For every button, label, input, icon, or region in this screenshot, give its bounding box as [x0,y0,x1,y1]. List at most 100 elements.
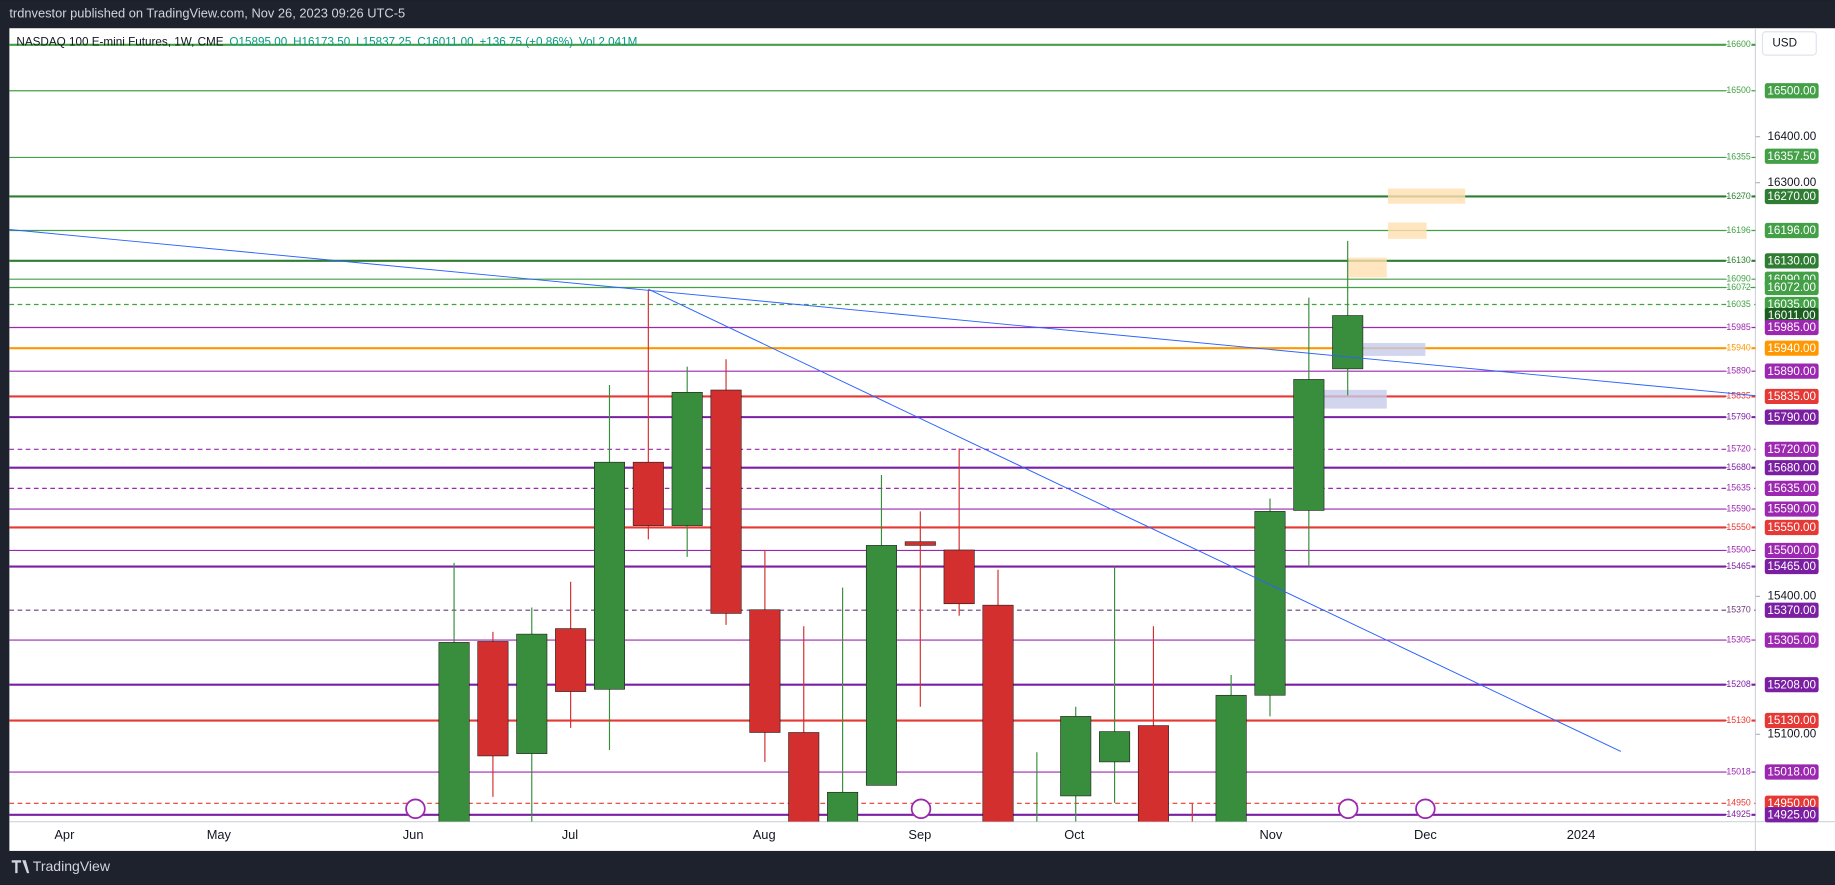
price-badge [1764,677,1819,693]
level-label: 15890 [1726,365,1751,375]
price-badge [1764,363,1819,379]
publisher: trdnvestor published on TradingView.com,… [9,6,405,21]
price-badge-label: 16011.00 [1768,309,1816,322]
price-badge [1764,460,1819,476]
candle-body [1137,725,1169,822]
price-badge-label: 15500.00 [1767,544,1816,557]
price-badge [1764,542,1819,559]
candle-body [943,549,975,605]
price-badge-label: 15018.00 [1767,766,1816,779]
price-badge [1764,712,1819,729]
price-badge-label: 15370.00 [1767,604,1816,617]
level-label: 15680 [1726,462,1751,472]
price-badge-label: 16130.00 [1767,255,1816,268]
price-badge [1764,188,1819,205]
candle-body [749,609,781,733]
level-label: 16196 [1726,225,1751,235]
level-label: 15305 [1726,634,1751,644]
chart-area [9,28,1835,851]
level-label: 15018 [1726,766,1751,776]
x-tick-label: Jun [403,827,424,842]
x-tick-label: Sep [908,827,931,842]
level-label: 15835 [1726,391,1751,401]
legend-volume: Vol 2.041M [579,35,637,48]
price-badge-label: 15720.00 [1767,443,1816,456]
price-badge [1764,519,1819,536]
zone [1348,257,1387,278]
price-badge-label: 15465.00 [1767,560,1816,573]
candles [438,240,1364,822]
level-label: 15590 [1726,503,1751,513]
level-label: 15720 [1726,444,1751,454]
legend-close: C16011.00 [417,35,474,48]
price-badge [1764,480,1819,496]
price-badge-label: 16072.00 [1767,281,1816,294]
level-label: 16600 [1726,39,1751,49]
candle-body [710,389,742,614]
price-badge-label: 15550.00 [1767,521,1816,534]
price-badge-label: 16196.00 [1767,224,1816,237]
x-tick-label: Nov [1259,827,1282,842]
price-badge-label: 15635.00 [1767,482,1816,495]
trendlines [9,229,1756,752]
x-tick-label: Jul [562,827,578,842]
currency-button[interactable] [1761,31,1817,56]
brand-logo [11,860,30,874]
y-tick-label: 15400.00 [1768,590,1817,603]
candle-body [1293,379,1325,511]
price-badge-label: 14925.00 [1767,808,1816,821]
candle-body [1215,694,1247,822]
event-icon[interactable] [1415,798,1436,820]
level-label: 15550 [1726,522,1751,532]
price-badge [1764,795,1819,811]
level-label: 16035 [1726,299,1751,309]
x-tick-label: Aug [753,827,776,842]
level-label: 16500 [1726,85,1751,95]
price-badge-label: 15890.00 [1767,365,1816,378]
price-badge [1764,279,1819,296]
price-badge [1764,319,1819,336]
zone [1387,188,1466,204]
price-badge [1764,83,1819,99]
event-icon[interactable] [1337,798,1359,820]
candle-body [1060,716,1092,797]
price-badge [1764,148,1819,164]
price-badge-label: 16270.00 [1767,190,1816,203]
candle-body [904,541,936,546]
price-badge [1764,222,1819,239]
price-badge-label: 15940.00 [1767,342,1816,355]
price-badge-label: 15985.00 [1767,321,1816,334]
x-tick-label: Oct [1064,827,1084,842]
x-tick-label: Dec [1414,827,1437,842]
event-icon[interactable] [405,798,426,820]
price-badge [1764,409,1819,425]
legend: NASDAQ 100 E-mini Futures, 1W, CME O15895… [16,35,637,48]
trendline [648,288,1622,752]
price-badge [1764,441,1819,457]
event-icon[interactable] [910,798,932,820]
candle-body [438,642,470,822]
candle-body [516,633,548,754]
candle-body [1254,511,1286,696]
legend-change: +136.75 (+0.86%) [479,35,573,48]
price-badge-label: 15130.00 [1767,714,1816,727]
candle-body [671,392,703,526]
level-label: 15790 [1726,411,1751,421]
price-badge [1764,388,1819,405]
level-label: 15635 [1726,483,1751,493]
drawings [1322,188,1466,409]
price-badge-label: 15680.00 [1767,461,1816,474]
candle-body [982,604,1014,822]
candle-body [1332,315,1364,370]
x-tick-label: 2024 [1567,827,1596,842]
candle-body [555,628,587,692]
level-label: 16355 [1726,152,1751,162]
candle-body [477,641,509,757]
price-badge-label: 15590.00 [1767,503,1816,516]
level-label: 14925 [1726,809,1751,819]
price-badge [1764,558,1819,575]
currency: USD [1772,37,1797,50]
level-label: 14950 [1726,798,1751,808]
brand: TradingView [33,858,111,874]
